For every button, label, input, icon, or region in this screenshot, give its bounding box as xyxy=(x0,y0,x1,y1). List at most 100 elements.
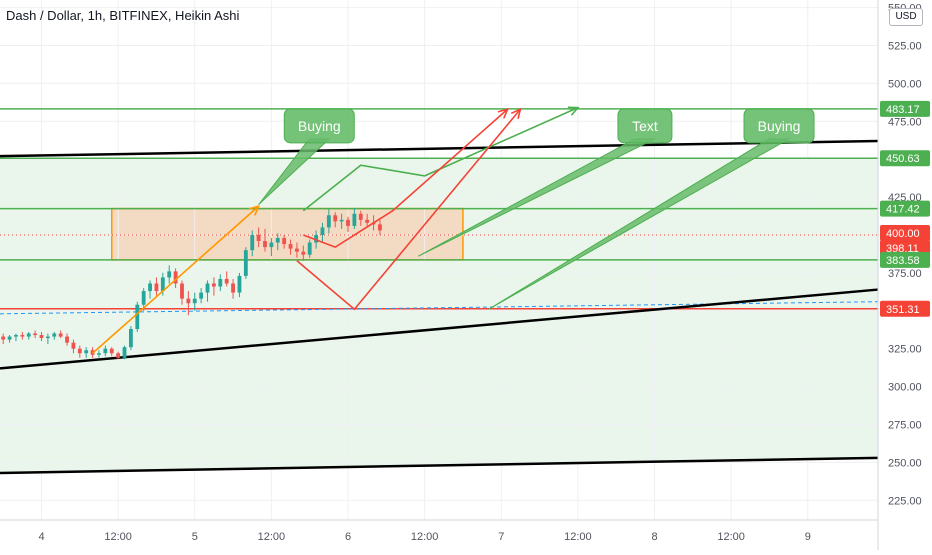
candle-body xyxy=(218,278,223,287)
candle-body xyxy=(52,333,57,337)
price-label-badge xyxy=(880,150,930,167)
time-tick-label: 8 xyxy=(651,531,657,543)
time-tick-label: 6 xyxy=(345,531,351,543)
price-tick-label: 500.00 xyxy=(888,78,922,90)
candle-body xyxy=(84,350,89,354)
candle-body xyxy=(295,248,299,252)
red-arrow-lower-head xyxy=(510,107,522,120)
price-tick-label: 300.00 xyxy=(888,382,922,394)
candle-body xyxy=(128,328,133,348)
price-label-text: 351.31 xyxy=(886,304,920,316)
candle-body xyxy=(109,348,114,354)
candle-body xyxy=(65,336,69,343)
candle-body xyxy=(1,336,6,340)
candle-body xyxy=(14,335,18,337)
candle-body xyxy=(167,271,172,278)
candle-body xyxy=(288,244,293,249)
callout-label: Buying xyxy=(758,118,801,134)
candle-body xyxy=(301,251,306,255)
price-label-text: 450.63 xyxy=(886,153,920,165)
candle-body xyxy=(154,283,159,292)
candle-body xyxy=(346,219,350,226)
time-tick-label: 12:00 xyxy=(717,531,745,543)
supply-zone xyxy=(110,207,464,261)
candle-body xyxy=(365,219,370,223)
red-arrow-upper-head xyxy=(497,107,510,119)
candle-body xyxy=(192,298,197,304)
time-tick-label: 12:00 xyxy=(104,531,132,543)
price-label-badge xyxy=(880,100,930,117)
candle-body xyxy=(45,336,50,339)
price-tick-label: 375.00 xyxy=(888,268,922,280)
red-arrow-upper xyxy=(303,108,509,249)
candle-body xyxy=(33,333,38,336)
candle-body xyxy=(135,304,140,329)
candle-body xyxy=(224,278,229,284)
candle-body xyxy=(339,219,344,222)
callout-label: Text xyxy=(632,118,658,134)
price-label-badge xyxy=(880,239,930,256)
price-tick-label: 475.00 xyxy=(888,116,922,128)
green-arrow-head xyxy=(567,106,580,116)
price-label-badge xyxy=(880,200,930,217)
time-tick-label: 9 xyxy=(805,531,811,543)
price-tick-label: 325.00 xyxy=(888,344,922,356)
candle-body xyxy=(275,238,280,243)
candle-body xyxy=(326,215,331,228)
candle-body xyxy=(205,283,210,293)
candle-body xyxy=(358,213,363,220)
candle-body xyxy=(103,348,108,354)
channel-line xyxy=(0,456,879,475)
candle-body xyxy=(231,283,235,293)
price-tick-label: 250.00 xyxy=(888,457,922,469)
candle-body xyxy=(26,333,31,337)
channel-fill xyxy=(0,158,878,474)
time-tick-label: 12:00 xyxy=(411,531,439,543)
candle-body xyxy=(7,336,12,340)
time-tick-label: 4 xyxy=(38,531,44,543)
time-tick-label: 12:00 xyxy=(258,531,286,543)
currency-badge[interactable]: USD xyxy=(889,8,923,26)
channel-line xyxy=(0,139,879,158)
candle-body xyxy=(352,213,357,226)
candle-body xyxy=(71,342,76,349)
orange-arrow-head xyxy=(248,204,260,216)
candle-body xyxy=(180,283,184,299)
time-tick-label: 12:00 xyxy=(564,531,592,543)
orange-arrow xyxy=(92,205,260,354)
price-axis xyxy=(878,0,932,550)
price-label-text: 383.58 xyxy=(886,255,920,267)
price-tick-label: 525.00 xyxy=(888,40,922,52)
candle-body xyxy=(148,283,152,292)
candle-body xyxy=(141,291,146,305)
price-label-text: 400.00 xyxy=(886,228,920,240)
candle-body xyxy=(160,277,165,292)
green-arrow xyxy=(302,106,579,212)
time-tick-label: 7 xyxy=(498,531,504,543)
candle-body xyxy=(378,224,382,231)
price-label-text: 398.11 xyxy=(886,243,919,255)
channel-line xyxy=(0,288,879,370)
callout-box xyxy=(743,108,815,144)
price-label-text: 417.42 xyxy=(886,204,920,216)
symbol-title: Dash / Dollar, 1h, BITFINEX, Heikin Ashi xyxy=(6,8,240,23)
time-tick-label: 5 xyxy=(192,531,198,543)
candle-body xyxy=(39,335,44,339)
candle-body xyxy=(77,348,82,354)
candle-body xyxy=(250,234,255,251)
candle-body xyxy=(116,353,121,358)
red-arrow-lower xyxy=(296,108,522,311)
candle-body xyxy=(263,241,267,248)
candle-body xyxy=(211,283,216,287)
candle-body xyxy=(122,347,127,358)
price-label-badge xyxy=(880,300,930,317)
candle-body xyxy=(333,215,338,222)
candle-body xyxy=(282,238,287,245)
candle-body xyxy=(243,250,248,276)
candle-body xyxy=(256,234,261,242)
candle-body xyxy=(199,292,204,299)
candle-body xyxy=(58,333,63,337)
candle-body xyxy=(307,242,312,255)
